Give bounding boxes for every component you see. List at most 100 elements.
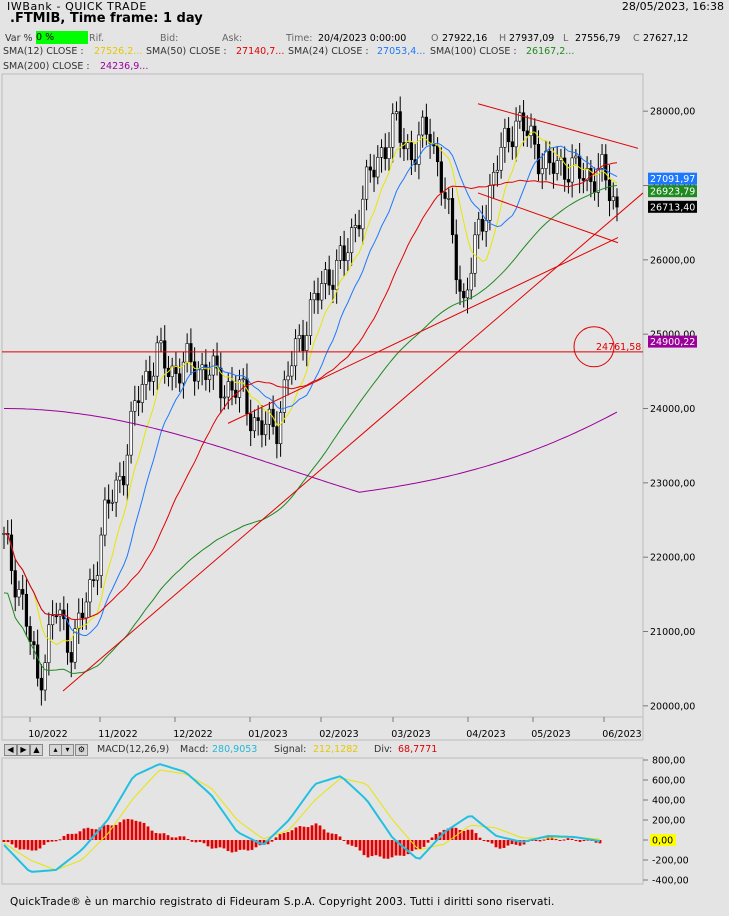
candle-body	[518, 112, 522, 122]
macd-histogram-bar	[570, 838, 574, 840]
candle-body	[394, 111, 399, 115]
macd-histogram-bar	[566, 838, 570, 840]
macd-value: 280,9053	[212, 744, 258, 755]
x-tick-label: 04/2023	[466, 729, 505, 740]
macd-histogram-bar	[538, 840, 542, 842]
arrow-left-icon[interactable]: ◀	[4, 744, 17, 756]
candle-body	[133, 400, 137, 412]
macd-histogram-bar	[34, 840, 38, 851]
candle-body	[327, 269, 331, 286]
arrow-up-icon[interactable]: ▲	[30, 744, 43, 756]
div-label: Div:	[374, 744, 393, 755]
macd-histogram-bar	[22, 840, 26, 850]
candle-body	[230, 381, 234, 391]
macd-histogram-bar	[262, 840, 266, 845]
candle-body	[290, 365, 294, 377]
macd-histogram-bar	[306, 827, 310, 840]
candle-body	[570, 157, 574, 183]
arrow-down-icon[interactable]: ▾	[61, 744, 74, 756]
macd-histogram-bar	[506, 840, 510, 846]
candle-body	[207, 374, 212, 380]
candle-body	[607, 179, 612, 201]
candle-body	[69, 652, 73, 663]
candle-body	[458, 279, 462, 292]
candle-body	[17, 589, 21, 598]
candle-body	[163, 340, 167, 369]
candle-body	[54, 615, 58, 618]
macd-histogram-bar	[422, 840, 426, 847]
close-value: 27627,12	[643, 33, 689, 44]
low-value: 27556,79	[575, 33, 621, 44]
candle-body	[32, 641, 36, 646]
macd-histogram-bar	[366, 840, 370, 858]
candle-body	[615, 196, 619, 208]
candle-body	[525, 130, 529, 137]
macd-y-tick-label: 800,00	[652, 756, 685, 767]
candle-body	[125, 454, 129, 486]
macd-histogram-bar	[314, 823, 318, 840]
macd-histogram-bar	[42, 840, 46, 845]
macd-histogram-bar	[222, 840, 226, 849]
macd-histogram-bar	[558, 840, 562, 841]
candle-body	[447, 198, 451, 200]
macd-histogram-bar	[86, 827, 90, 840]
macd-histogram-bar	[510, 840, 514, 845]
candle-body	[36, 644, 40, 679]
candle-body	[13, 570, 17, 598]
macd-histogram-bar	[202, 840, 206, 844]
candle-body	[170, 365, 174, 377]
macd-histogram-bar	[502, 840, 506, 848]
candle-body	[510, 141, 514, 148]
macd-y-tick-label: 600,00	[652, 776, 685, 787]
macd-histogram-bar	[98, 827, 102, 840]
candle-body	[555, 160, 559, 174]
candle-body	[43, 662, 47, 691]
candle-body	[503, 127, 507, 148]
x-tick-label: 05/2023	[531, 729, 570, 740]
macd-histogram-bar	[390, 840, 394, 858]
candle-body	[361, 198, 365, 230]
candle-body	[275, 426, 279, 445]
candle-body	[320, 283, 324, 301]
candle-body	[118, 475, 122, 481]
macd-histogram-bar	[486, 840, 490, 842]
candle-body	[499, 146, 503, 171]
candle-body	[480, 218, 485, 232]
candle-body	[110, 501, 114, 504]
y-tick-label: 24000,00	[650, 404, 695, 415]
close-label: C	[633, 33, 640, 44]
macd-histogram-bar	[62, 835, 66, 840]
macd-histogram-bar	[122, 819, 126, 840]
candle-body	[346, 252, 350, 262]
candle-body	[226, 381, 230, 398]
macd-histogram-bar	[494, 840, 498, 848]
arrow-right-icon[interactable]: ▶	[17, 744, 30, 756]
candle-body	[495, 169, 499, 173]
candle-body	[305, 335, 309, 351]
candle-body	[574, 155, 578, 159]
candle-body	[406, 142, 410, 150]
sma12-value: 27526,2...	[94, 46, 143, 57]
candle-body	[21, 589, 25, 595]
candle-body	[264, 423, 268, 436]
sma200-line	[4, 408, 618, 493]
gear-icon[interactable]: ⚙	[75, 744, 88, 756]
macd-histogram-bar	[334, 834, 338, 840]
candle-body	[350, 227, 354, 254]
sma50-value: 27140,7...	[236, 46, 285, 57]
macd-histogram-bar	[378, 840, 382, 857]
candle-body	[551, 162, 556, 174]
macd-histogram-bar	[354, 840, 358, 848]
candle-body	[409, 142, 414, 160]
macd-histogram-bar	[418, 840, 422, 849]
macd-histogram-bar	[170, 837, 174, 840]
footer-bar	[0, 890, 729, 916]
price-tag	[648, 185, 697, 198]
macd-histogram-bar	[114, 824, 118, 840]
macd-histogram-bar	[198, 840, 202, 842]
candle-body	[335, 260, 339, 290]
macd-histogram-bar	[350, 840, 354, 846]
macd-histogram-bar	[450, 827, 454, 840]
macd-histogram-bar	[210, 840, 214, 849]
